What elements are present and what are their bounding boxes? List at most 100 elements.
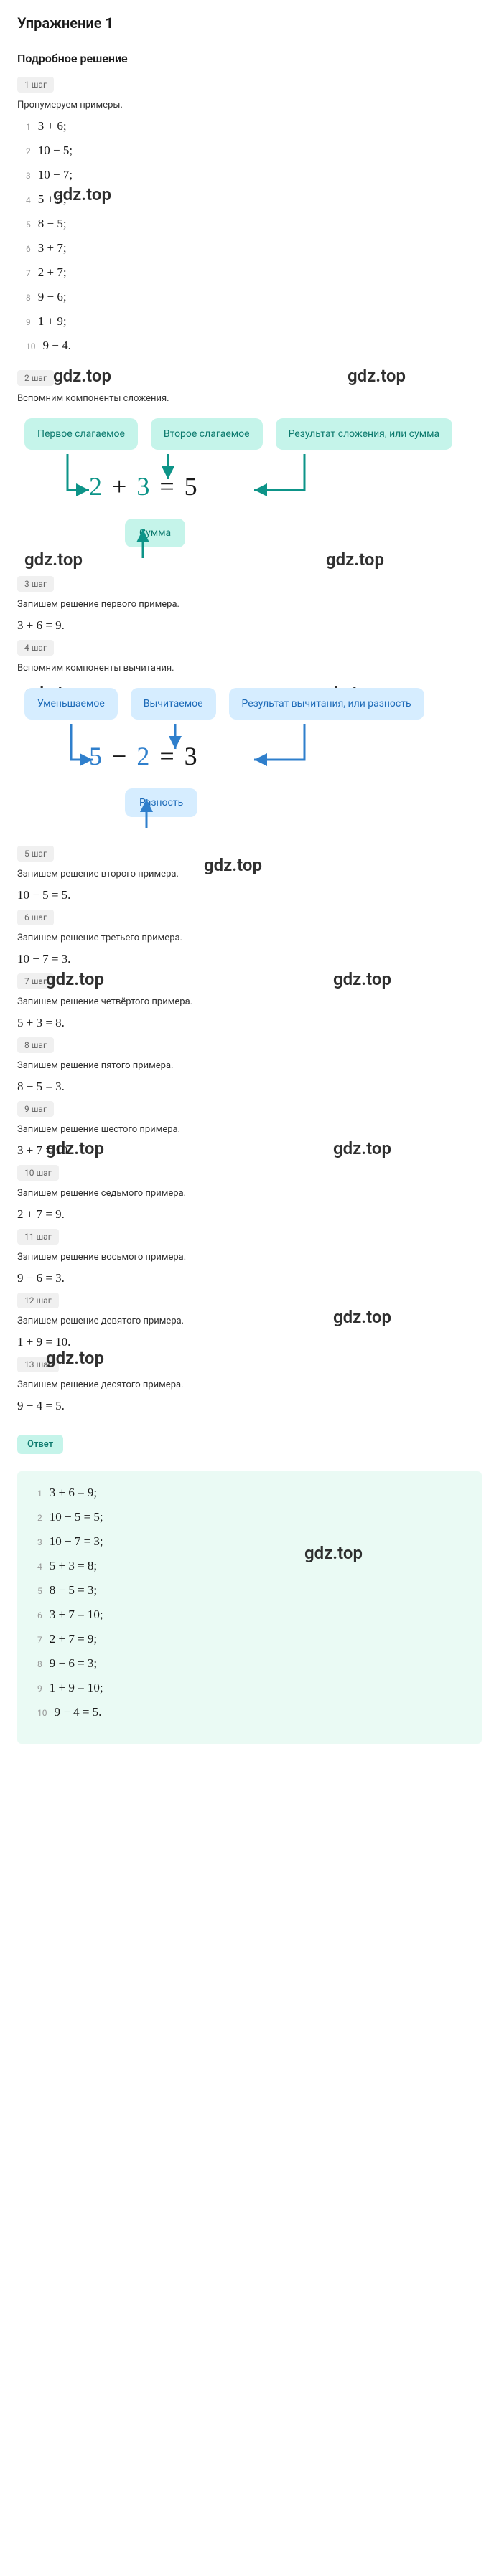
step-badge: 8 шаг — [17, 1037, 54, 1053]
step-11: 11 шаг Запишем решение восьмого примера.… — [17, 1229, 482, 1293]
item-expr: 2 + 7; — [38, 265, 67, 279]
list-item: 109 − 4. — [26, 339, 482, 353]
step-equation: 10 − 7 = 3. — [17, 952, 482, 966]
item-index: 4 — [26, 195, 31, 205]
step-10: 10 шаг Запишем решение седьмого примера.… — [17, 1165, 482, 1229]
chip-difference-result: Результат вычитания, или разность — [229, 688, 424, 720]
list-item: 7 2 + 7; — [26, 265, 482, 280]
list-item: 9 1 + 9; — [26, 314, 482, 329]
addition-diagram: Первое слагаемое Второе слагаемое Резуль… — [17, 418, 482, 547]
item-expr: 3 + 6 = 9; — [50, 1486, 97, 1499]
list-item: 91 + 9 = 10; — [37, 1681, 465, 1695]
step-text: Пронумеруем примеры. — [17, 100, 482, 110]
eq-n1: 2 — [89, 471, 102, 501]
list-item: 2 10 − 5; — [26, 143, 482, 158]
step-equation: 9 − 6 = 3. — [17, 1271, 482, 1285]
subtraction-arrow-bottom — [17, 788, 419, 831]
chip-minuend: Уменьшаемое — [24, 688, 118, 720]
step-equation: 2 + 7 = 9. — [17, 1207, 482, 1222]
eq-res: 5 — [185, 471, 197, 501]
solution-subtitle: Подробное решение — [17, 52, 482, 65]
watermark: gdz.top — [24, 549, 83, 570]
step-3: 3 шаг Запишем решение первого примера. 3… — [17, 576, 482, 640]
step-equation: 8 − 5 = 3. — [17, 1080, 482, 1094]
item-expr: 10 − 7 = 3; — [50, 1534, 103, 1548]
step-equation: 9 − 4 = 5. — [17, 1399, 482, 1413]
item-index: 7 — [37, 1635, 42, 1645]
step-6: 6 шаг Запишем решение третьего примера. … — [17, 910, 482, 973]
eq-res: 3 — [185, 741, 197, 771]
step-badge: 6 шаг — [17, 910, 54, 925]
step-text: Вспомним компоненты сложения. — [17, 393, 482, 404]
item-expr: 2 + 7 = 9; — [50, 1632, 97, 1646]
step-8: 8 шаг Запишем решение пятого примера. 8 … — [17, 1037, 482, 1101]
step-badge: 1 шаг — [17, 77, 54, 93]
item-index: 3 — [26, 171, 31, 181]
item-expr: 9 − 4 = 5. — [55, 1705, 102, 1719]
answers-list: 13 + 6 = 9;210 − 5 = 5;310 − 7 = 3;45 + … — [37, 1486, 465, 1719]
step-7: 7 шаг Запишем решение четвёртого примера… — [17, 973, 482, 1037]
step-2: 2 шаг Вспомним компоненты сложения. gdz.… — [17, 370, 482, 547]
step-5: 5 шаг Запишем решение второго примера. 1… — [17, 846, 482, 910]
item-expr: 10 − 5; — [38, 143, 73, 157]
item-expr: 10 − 5 = 5; — [50, 1510, 103, 1524]
item-index: 10 — [26, 341, 36, 352]
list-item: 7 2 + 7 = 9; — [37, 1632, 465, 1646]
step-text: Запишем решение пятого примера. — [17, 1060, 482, 1071]
item-index: 5 — [37, 1586, 42, 1596]
step-text: Запишем решение седьмого примера. — [17, 1188, 482, 1199]
item-index: 9 — [37, 1684, 42, 1694]
list-item: 63 + 7; — [26, 241, 482, 255]
eq-n1: 5 — [89, 741, 102, 771]
list-item: 10 9 − 4 = 5. — [37, 1705, 465, 1719]
item-expr: 3 + 6; — [38, 119, 67, 133]
step-equation: 1 + 9 = 10. — [17, 1335, 482, 1349]
answer-label: Ответ — [17, 1435, 63, 1454]
item-expr: 8 − 5; — [38, 217, 67, 230]
step-text: Запишем решение третьего примера. — [17, 933, 482, 943]
item-expr: 5 + 3; — [38, 192, 67, 206]
step-equation: 5 + 3 = 8. — [17, 1016, 482, 1030]
item-index: 9 — [26, 317, 31, 327]
step-text: Запишем решение второго примера. — [17, 869, 482, 879]
addition-equation: 2 + 3 = 5 — [89, 471, 475, 501]
list-item: 89 − 6; — [26, 290, 482, 304]
chip-sum: Сумма — [125, 519, 185, 547]
item-index: 8 — [26, 293, 31, 303]
step-text: Запишем решение восьмого примера. — [17, 1252, 482, 1263]
answer-block: 13 + 6 = 9;210 − 5 = 5;310 − 7 = 3;45 + … — [17, 1471, 482, 1744]
eq-n2: 3 — [136, 471, 149, 501]
watermark: gdz.top — [326, 549, 384, 570]
item-index: 4 — [37, 1562, 42, 1572]
chip-sum-result: Результат сложения, или сумма — [276, 418, 453, 450]
subtraction-diagram: Уменьшаемое Вычитаемое Результат вычитан… — [17, 688, 482, 817]
watermark: gdz.top — [53, 366, 111, 386]
problems-list: 13 + 6; 2 10 − 5; 3 10 − 7; 4 5 + 3; 5 8 − 5; 63 … — [26, 119, 482, 353]
item-expr: 1 + 9; — [38, 314, 67, 328]
chip-subtrahend: Вычитаемое — [131, 688, 216, 720]
step-1: 1 шаг Пронумеруем примеры. 13 + 6; 2 10 − … — [17, 77, 482, 353]
list-item: 13 + 6; — [26, 119, 482, 133]
step-badge: 4 шаг — [17, 640, 54, 656]
chip-difference: Разность — [125, 788, 197, 817]
step-9: 9 шаг Запишем решение шестого примера. 3… — [17, 1101, 482, 1165]
step-badge: 5 шаг — [17, 846, 54, 862]
step-text: Запишем решение первого примера. — [17, 599, 482, 610]
step-badge: 7 шаг — [17, 973, 54, 989]
item-expr: 10 − 7; — [38, 168, 73, 181]
eq-n2: 2 — [136, 741, 149, 771]
eq-op: + — [112, 471, 126, 501]
list-item: 45 + 3 = 8; — [37, 1559, 465, 1573]
chip-first-addend: Первое слагаемое — [24, 418, 138, 450]
step-badge: 13 шаг — [17, 1357, 59, 1372]
list-item: 210 − 5 = 5; — [37, 1510, 465, 1524]
step-equation: 3 + 6 = 9. — [17, 618, 482, 633]
item-index: 7 — [26, 268, 31, 278]
item-index: 10 — [37, 1708, 47, 1718]
step-badge: 9 шаг — [17, 1101, 54, 1117]
step-badge: 2 шаг — [17, 370, 54, 386]
item-index: 5 — [26, 220, 31, 230]
item-index: 2 — [26, 146, 31, 156]
list-item: 5 8 − 5; — [26, 217, 482, 231]
step-text: Запишем решение шестого примера. — [17, 1124, 482, 1135]
